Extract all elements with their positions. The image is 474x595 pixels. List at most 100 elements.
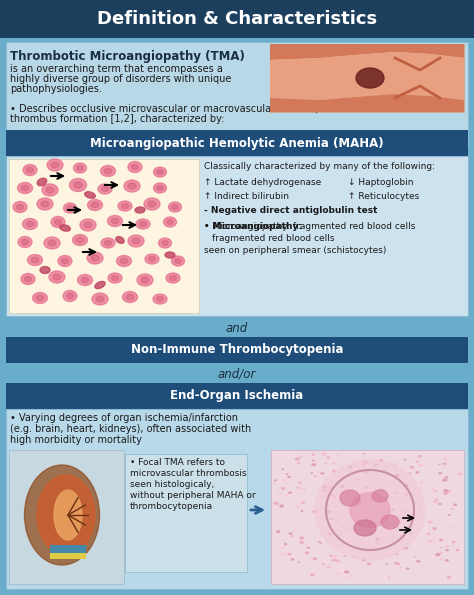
Text: thrombus formation [1,2], characterized by:: thrombus formation [1,2], characterized …	[10, 114, 224, 124]
Ellipse shape	[78, 274, 92, 286]
Text: • Microangiopathy:: • Microangiopathy:	[204, 222, 302, 231]
Ellipse shape	[92, 293, 108, 305]
Ellipse shape	[148, 256, 155, 261]
Ellipse shape	[80, 219, 96, 231]
Ellipse shape	[116, 237, 124, 243]
Ellipse shape	[434, 538, 437, 540]
Ellipse shape	[166, 273, 180, 283]
Ellipse shape	[416, 461, 418, 462]
Ellipse shape	[436, 554, 440, 556]
Ellipse shape	[111, 218, 119, 224]
Ellipse shape	[47, 159, 63, 171]
Ellipse shape	[337, 520, 339, 521]
Ellipse shape	[58, 255, 72, 267]
Ellipse shape	[368, 461, 369, 462]
Text: Non-Immune Thrombocytopenia: Non-Immune Thrombocytopenia	[131, 343, 343, 356]
Ellipse shape	[328, 524, 330, 525]
Ellipse shape	[27, 255, 43, 265]
Ellipse shape	[55, 219, 62, 225]
Ellipse shape	[128, 235, 144, 247]
Ellipse shape	[337, 560, 340, 562]
Ellipse shape	[323, 486, 327, 488]
Ellipse shape	[280, 505, 283, 507]
Ellipse shape	[358, 542, 363, 544]
Bar	[6, 409, 468, 589]
Ellipse shape	[302, 502, 304, 503]
Bar	[9, 159, 199, 313]
Ellipse shape	[295, 458, 299, 460]
Text: • Varying degrees of organ ischemia/infarction: • Varying degrees of organ ischemia/infa…	[10, 413, 238, 423]
Ellipse shape	[167, 220, 173, 224]
Text: Thrombotic Microangiopathy (TMA): Thrombotic Microangiopathy (TMA)	[10, 50, 245, 63]
Ellipse shape	[104, 240, 111, 246]
Ellipse shape	[361, 543, 363, 544]
Text: (e.g. brain, heart, kidneys), often associated with: (e.g. brain, heart, kidneys), often asso…	[10, 424, 251, 434]
Ellipse shape	[164, 217, 176, 227]
Ellipse shape	[417, 560, 420, 562]
Ellipse shape	[85, 192, 95, 198]
Ellipse shape	[345, 571, 349, 573]
Bar	[6, 383, 468, 409]
Ellipse shape	[172, 256, 184, 266]
Ellipse shape	[131, 164, 138, 170]
Ellipse shape	[325, 463, 327, 464]
Ellipse shape	[352, 507, 355, 508]
Ellipse shape	[324, 490, 326, 491]
Ellipse shape	[376, 478, 378, 479]
Ellipse shape	[407, 568, 409, 569]
Text: thrombocytopenia: thrombocytopenia	[130, 502, 213, 511]
Ellipse shape	[77, 165, 83, 171]
Bar	[9, 450, 124, 584]
Ellipse shape	[284, 543, 287, 544]
Ellipse shape	[172, 205, 178, 209]
Ellipse shape	[311, 574, 314, 575]
Ellipse shape	[389, 540, 392, 541]
Ellipse shape	[311, 473, 312, 474]
Ellipse shape	[363, 464, 365, 465]
Ellipse shape	[447, 577, 450, 578]
Ellipse shape	[438, 464, 440, 465]
Bar	[50, 553, 86, 559]
Ellipse shape	[158, 238, 172, 248]
Ellipse shape	[374, 465, 377, 466]
Ellipse shape	[327, 511, 330, 513]
Ellipse shape	[66, 293, 73, 299]
Ellipse shape	[157, 186, 163, 190]
Bar	[6, 130, 468, 156]
Text: without peripheral MAHA or: without peripheral MAHA or	[130, 491, 255, 500]
Ellipse shape	[299, 541, 303, 543]
Ellipse shape	[118, 201, 132, 211]
Ellipse shape	[405, 494, 408, 495]
Ellipse shape	[168, 202, 182, 212]
Ellipse shape	[283, 480, 286, 481]
Ellipse shape	[141, 277, 149, 283]
Ellipse shape	[358, 503, 362, 505]
Ellipse shape	[124, 180, 140, 192]
Ellipse shape	[122, 292, 137, 302]
Ellipse shape	[370, 546, 373, 547]
Ellipse shape	[25, 465, 100, 565]
Ellipse shape	[315, 476, 316, 477]
Ellipse shape	[370, 500, 372, 501]
Ellipse shape	[386, 563, 388, 564]
Ellipse shape	[401, 509, 403, 511]
Ellipse shape	[406, 485, 408, 486]
Text: ↑ Indirect bilirubin: ↑ Indirect bilirubin	[204, 192, 289, 201]
Ellipse shape	[63, 290, 77, 302]
Bar	[6, 337, 468, 363]
Ellipse shape	[26, 221, 34, 227]
Ellipse shape	[145, 254, 159, 264]
Ellipse shape	[108, 273, 122, 283]
Text: is an overarching term that encompasses a: is an overarching term that encompasses …	[10, 64, 223, 74]
Text: fragmented red blood cells: fragmented red blood cells	[212, 234, 335, 243]
Text: Definition & Characteristics: Definition & Characteristics	[97, 10, 377, 28]
Ellipse shape	[347, 494, 350, 496]
Text: seen histologicaly,: seen histologicaly,	[130, 480, 214, 489]
Ellipse shape	[297, 462, 300, 464]
Ellipse shape	[435, 499, 438, 500]
Ellipse shape	[21, 274, 35, 284]
Ellipse shape	[402, 509, 404, 510]
Ellipse shape	[323, 453, 326, 455]
Ellipse shape	[404, 547, 408, 549]
Ellipse shape	[410, 533, 412, 534]
